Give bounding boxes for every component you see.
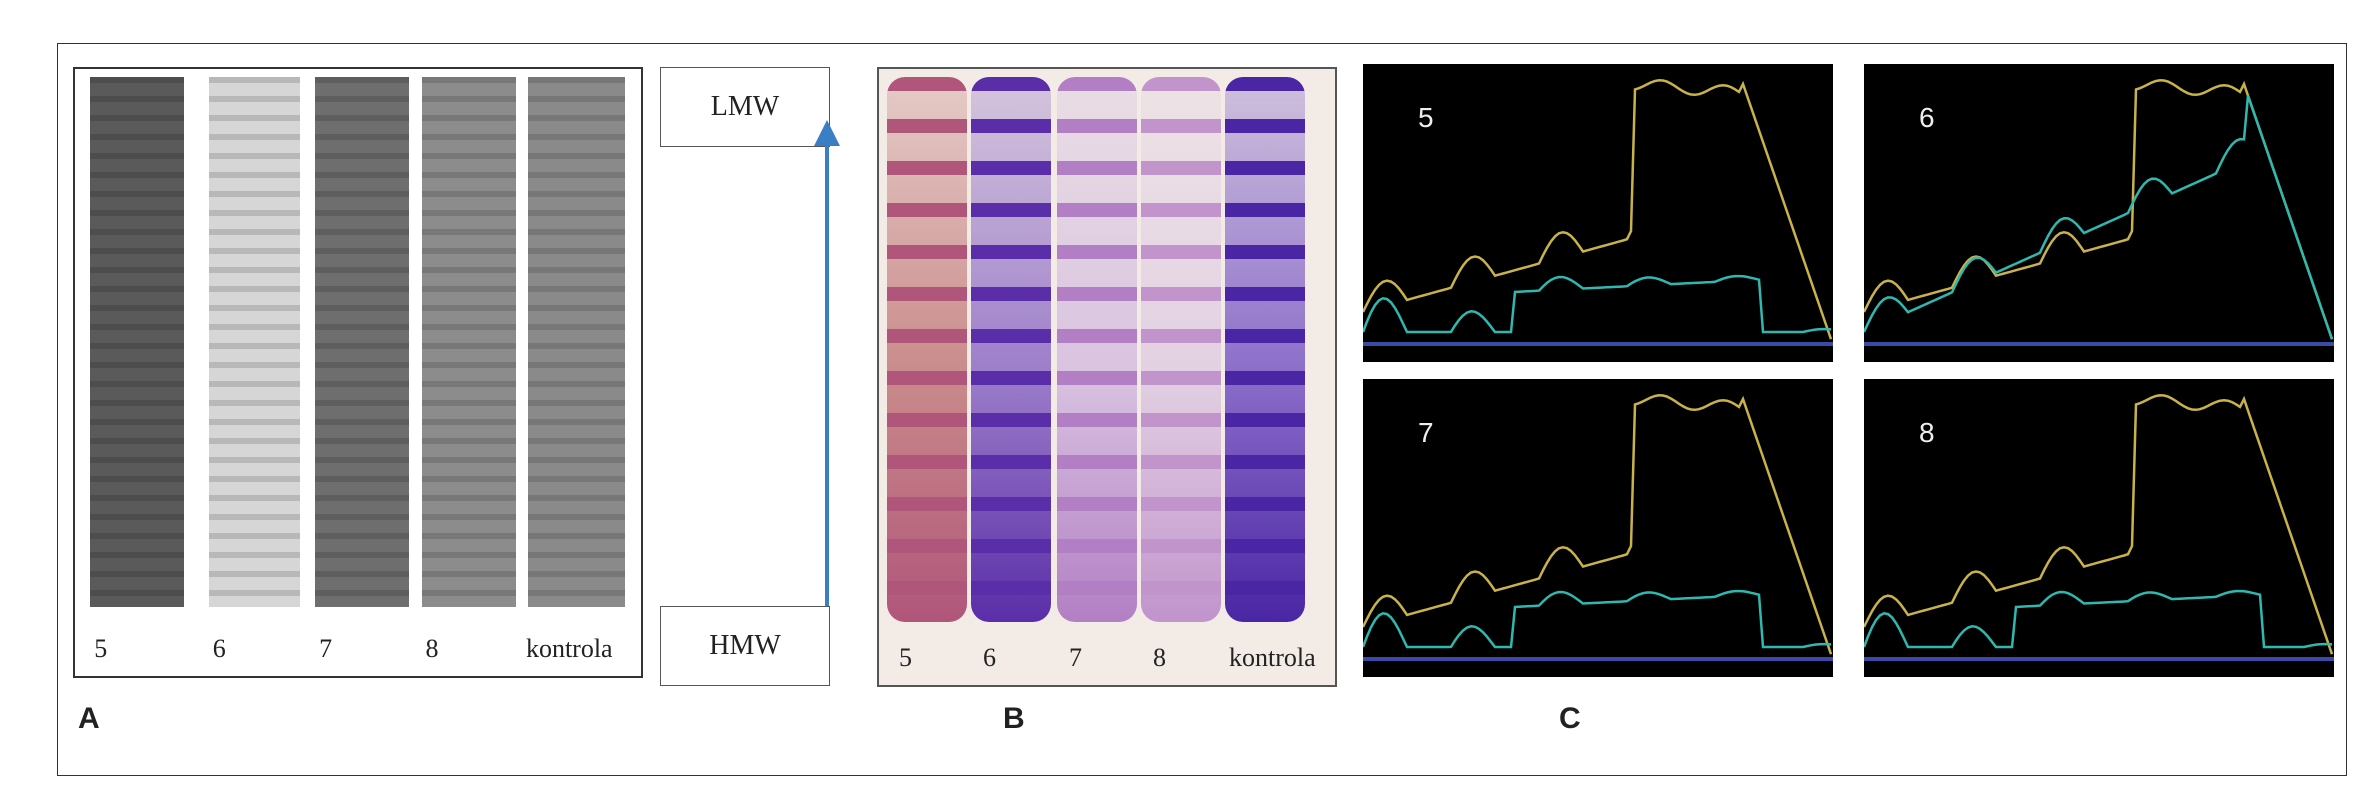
gel-a-lane: [421, 77, 516, 607]
gel-b-lane: [1057, 77, 1137, 622]
hmw-label: HMW: [709, 630, 781, 661]
gel-a-lane-label: 5: [94, 634, 108, 663]
gel-a-lane: [90, 77, 185, 607]
densitometry-traces: [1864, 394, 2334, 661]
gel-a-lane-label: 7: [319, 634, 333, 663]
gel-b-lane-label: 6: [983, 643, 996, 672]
panel-label-b: B: [1003, 702, 1025, 735]
gel-b-lane-label: 8: [1153, 643, 1166, 672]
gel-b-lane: [887, 77, 967, 622]
densitometry-traces: [1363, 394, 1833, 661]
trace-cyan: [1864, 95, 2334, 340]
gel-b-lane: [1141, 77, 1221, 622]
gel-panel-a: 5 6 7 8 kontrola: [73, 67, 643, 678]
trace-yellow: [1864, 394, 2334, 655]
trace-yellow: [1363, 79, 1833, 340]
densitometry-plot-7: 7: [1363, 379, 1833, 677]
densitometry-number: 5: [1418, 102, 1434, 133]
densitometry-number: 7: [1418, 417, 1434, 448]
trace-cyan: [1864, 589, 2333, 649]
trace-cyan: [1363, 589, 1832, 649]
gel-a-lane: [315, 77, 410, 607]
gel-b-lane-label: 5: [899, 643, 912, 672]
gel-a-lane-label: 6: [212, 634, 226, 663]
densitometry-traces: [1864, 79, 2334, 346]
lmw-label-box: LMW: [660, 67, 830, 147]
densitometry-number: 8: [1919, 417, 1935, 448]
densitometry-traces: [1363, 79, 1833, 346]
densitometry-number: 6: [1919, 102, 1935, 133]
gel-a-lane-label: 8: [425, 634, 439, 663]
panel-label-a: A: [78, 702, 100, 735]
trace-yellow: [1363, 394, 1833, 655]
densitometry-plot-8: 8: [1864, 379, 2334, 677]
densitometry-plot-6: 6: [1864, 64, 2334, 362]
gel-a-lane-label: kontrola: [525, 634, 613, 663]
hmw-label-box: HMW: [660, 606, 830, 686]
gel-a-lane: [527, 77, 626, 607]
gel-panel-b: 5 6 7 8 kontrola: [877, 67, 1337, 687]
gel-b-lane: [1225, 77, 1305, 622]
panel-label-c: C: [1559, 702, 1581, 735]
gel-b-lane-label: kontrola: [1229, 643, 1316, 672]
gel-b-lane-label: 7: [1069, 643, 1082, 672]
gel-a-lane: [208, 77, 300, 607]
densitometry-plot-5: 5: [1363, 64, 1833, 362]
lmw-label: LMW: [710, 91, 780, 122]
trace-cyan: [1363, 274, 1832, 334]
gel-b-lane: [971, 77, 1051, 622]
